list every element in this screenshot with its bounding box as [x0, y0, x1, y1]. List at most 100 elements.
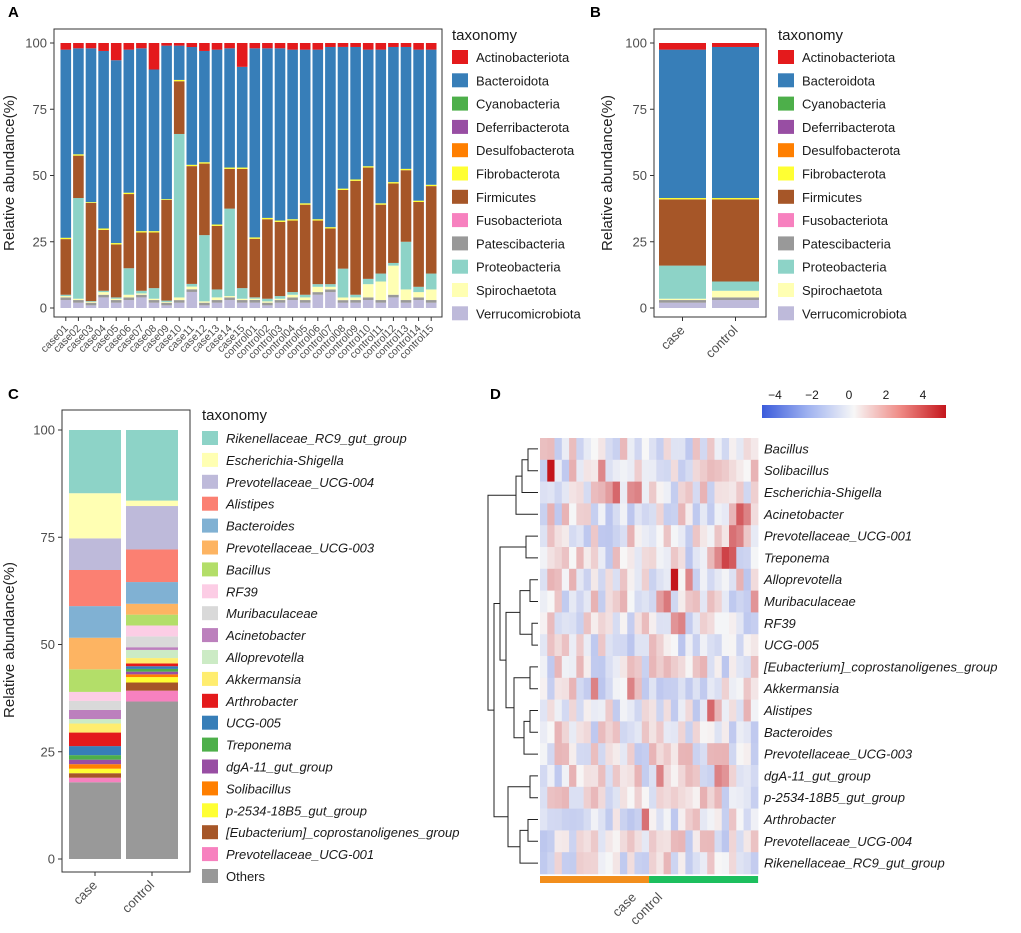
- heatmap-cell: [699, 677, 708, 700]
- heatmap-cell: [678, 677, 686, 700]
- bar-segment-control13-Verrucomicrobiota: [400, 302, 412, 308]
- heatmap-cell: [590, 721, 599, 744]
- heatmap-cell: [699, 699, 708, 722]
- heatmap-cell: [729, 547, 737, 570]
- bar-segment-case14-Firmicutes: [224, 168, 235, 209]
- bar-segment-control11-Actinobacteriota: [375, 43, 387, 50]
- xtick-label: control: [119, 877, 157, 915]
- bar-segment-case14-Spirochaetota: [224, 296, 235, 298]
- legend-entry: Bacteroides: [226, 519, 295, 534]
- heatmap-cell: [634, 438, 643, 461]
- bar-segment-control15-Proteobacteria: [425, 273, 437, 290]
- dendrogram-branch: [505, 611, 520, 709]
- bar-segment-case06-Bacteroidota: [123, 49, 135, 193]
- legend-entry: Spirochaetota: [802, 283, 883, 298]
- legend-swatch: [452, 259, 468, 274]
- heatmap-cell: [678, 699, 686, 722]
- heatmap-row-label: Treponema: [764, 550, 830, 565]
- bar-segment-case12-Patescibacteria: [199, 302, 210, 306]
- heatmap-cell: [714, 612, 723, 635]
- heatmap-cell: [619, 656, 628, 679]
- bar-segment-case12-Verrucomicrobiota: [199, 305, 210, 308]
- heatmap-cell: [605, 830, 613, 853]
- bar-segment-control05-Bacteroidota: [299, 49, 311, 204]
- heatmap-cell: [678, 786, 686, 809]
- bar-segment-control-Bacillus: [126, 614, 178, 626]
- heatmap-row-label: Prevotellaceae_UCG-001: [764, 529, 912, 544]
- heatmap-cell: [685, 852, 693, 875]
- heatmap-cell: [583, 481, 592, 504]
- heatmap-cell: [750, 525, 759, 548]
- heatmap-cell: [554, 786, 563, 809]
- bar-segment-case10-Bacteroidota: [173, 45, 185, 80]
- legend-swatch: [778, 119, 794, 134]
- bar-segment-control05-Proteobacteria: [299, 294, 311, 298]
- heatmap-cell: [714, 503, 723, 526]
- heatmap-cell: [641, 590, 650, 613]
- bar-segment-case04-Bacteroidota: [98, 50, 109, 229]
- heatmap-cell: [714, 808, 723, 831]
- heatmap-row-label: UCG-005: [764, 638, 820, 653]
- heatmap-cell: [634, 656, 643, 679]
- bar-segment-control08-Actinobacteriota: [337, 43, 349, 47]
- heatmap-cell: [583, 656, 592, 679]
- bar-segment-control07-Bacteroidota: [325, 46, 336, 228]
- heatmap-cell: [612, 590, 621, 613]
- heatmap-cell: [598, 459, 606, 482]
- bar-segment-control15-Firmicutes: [425, 186, 437, 274]
- heatmap-cell: [576, 481, 584, 504]
- heatmap-cell: [540, 830, 548, 853]
- heatmap-cell: [619, 677, 628, 700]
- heatmap-cell: [670, 438, 679, 461]
- legend-swatch: [202, 431, 218, 445]
- heatmap-cell: [670, 699, 679, 722]
- bar-segment-case03-Bacteroidota: [85, 48, 97, 203]
- heatmap-cell: [619, 852, 628, 875]
- bar-segment-case07-Firmicutes: [136, 232, 147, 291]
- heatmap-cell: [714, 656, 723, 679]
- bar-segment-case08-Bacteroidota: [148, 69, 160, 232]
- heatmap-cell: [605, 547, 613, 570]
- bar-segment-control06-Bacteroidota: [312, 49, 324, 220]
- heatmap-cell: [590, 590, 599, 613]
- heatmap-cell: [692, 612, 701, 635]
- bar-segment-case-Others: [69, 782, 121, 859]
- heatmap-row-label: Alloprevotella: [763, 572, 842, 587]
- heatmap-cell: [627, 830, 635, 853]
- heatmap-cell: [547, 612, 555, 635]
- bar-segment-case11-Patescibacteria: [186, 289, 198, 292]
- heatmap-cell: [678, 656, 686, 679]
- legend-entry: Patescibacteria: [802, 236, 892, 251]
- legend-entry: Firmicutes: [802, 190, 862, 205]
- heatmap-cell: [649, 656, 657, 679]
- heatmap-cell: [649, 503, 657, 526]
- ytick-label: 75: [33, 102, 47, 117]
- heatmap-cell: [656, 721, 664, 744]
- bar-segment-control-p-2534-18B5-gut-group: [126, 677, 178, 683]
- panel-a-ylabel: Relative abundance(%): [1, 95, 18, 251]
- heatmap-cell: [736, 830, 744, 853]
- heatmap-cell: [699, 743, 708, 766]
- heatmap-cell: [576, 503, 584, 526]
- heatmap-cell: [590, 830, 599, 853]
- heatmap-cell: [612, 612, 621, 635]
- bar-segment-case03-Firmicutes: [85, 202, 97, 302]
- bar-segment-case-Akkermansia: [69, 723, 121, 733]
- bar-segment-case01-Firmicutes: [60, 239, 72, 295]
- bar-segment-control13-Bacteroidota: [400, 46, 412, 169]
- bar-segment-case11-Actinobacteriota: [186, 43, 198, 48]
- panel-b-yticks: 0 25 50 75 100: [625, 36, 654, 316]
- colorbar-ticks: −4 −2 0 2 4: [768, 388, 927, 402]
- bar-segment-case01-Bacteroidota: [60, 49, 72, 238]
- bar-segment-case05-Bacteroidota: [110, 60, 122, 244]
- bar-segment-control03-Verrucomicrobiota: [274, 302, 286, 308]
- colorbar-tick: −4: [768, 388, 782, 402]
- heatmap-row-label: Escherichia-Shigella: [764, 485, 882, 500]
- heatmap-cell: [649, 743, 657, 766]
- panel-c-frame: [61, 409, 191, 873]
- bar-segment-control-Actinobacteriota: [712, 43, 759, 47]
- heatmap-cell: [583, 438, 592, 461]
- heatmap-cell: [583, 786, 592, 809]
- bar-segment-case09-Verrucomicrobiota: [161, 305, 172, 308]
- heatmap-cell: [721, 525, 730, 548]
